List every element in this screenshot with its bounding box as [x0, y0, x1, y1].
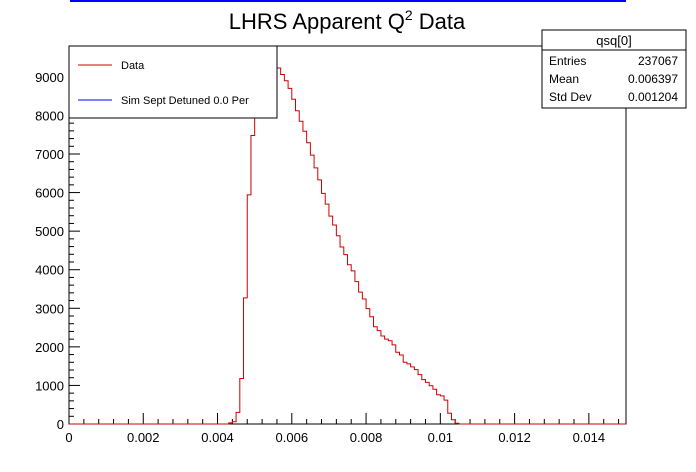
chart-title: LHRS Apparent Q2 Data [229, 7, 466, 34]
legend: Data Sim Sept Detuned 0.0 Per [68, 45, 278, 119]
y-tick-label: 6000 [35, 186, 64, 201]
y-tick-label: 8000 [35, 108, 64, 123]
y-tick-label: 1000 [35, 378, 64, 393]
stats-mean-value: 0.006397 [628, 72, 678, 86]
x-axis: 0 0.002 0.004 0.006 0.008 0.01 0.012 0.014 [65, 413, 620, 445]
chart-title-superscript: 2 [405, 7, 413, 23]
x-tick-label: 0.008 [350, 430, 383, 445]
stats-box-title: qsq[0] [596, 33, 631, 48]
stats-box-frame [541, 29, 687, 109]
stats-mean-label: Mean [549, 72, 579, 86]
histogram-series-0 [69, 67, 626, 425]
stats-entries-value: 237067 [638, 54, 678, 68]
x-tick-label: 0.012 [498, 430, 531, 445]
y-tick-label: 9000 [35, 70, 64, 85]
chart-title-suffix: Data [413, 9, 466, 34]
x-tick-label: 0 [65, 430, 72, 445]
legend-data-label: Data [121, 60, 145, 72]
y-tick-label: 3000 [35, 301, 64, 316]
x-tick-label: 0.01 [428, 430, 453, 445]
series-layer [69, 67, 626, 425]
y-tick-label: 5000 [35, 224, 64, 239]
stats-box: qsq[0] Entries 237067 Mean 0.006397 Std … [541, 29, 687, 109]
x-tick-label: 0.006 [276, 430, 309, 445]
y-tick-label: 7000 [35, 147, 64, 162]
x-tick-label: 0.014 [573, 430, 606, 445]
y-axis: 0 1000 2000 3000 4000 5000 6000 7000 8000 9000 [35, 45, 80, 432]
legend-sim-label: Sim Sept Detuned 0.0 Per [121, 95, 249, 107]
stats-entries-label: Entries [549, 54, 586, 68]
plot-frame [68, 45, 627, 425]
stats-stddev-label: Std Dev [549, 90, 592, 104]
stats-stddev-value: 0.001204 [628, 90, 678, 104]
x-tick-label: 0.002 [127, 430, 160, 445]
y-tick-label: 0 [57, 417, 64, 432]
y-tick-label: 2000 [35, 340, 64, 355]
legend-box [68, 45, 278, 119]
x-tick-label: 0.004 [201, 430, 234, 445]
y-tick-label: 4000 [35, 263, 64, 278]
